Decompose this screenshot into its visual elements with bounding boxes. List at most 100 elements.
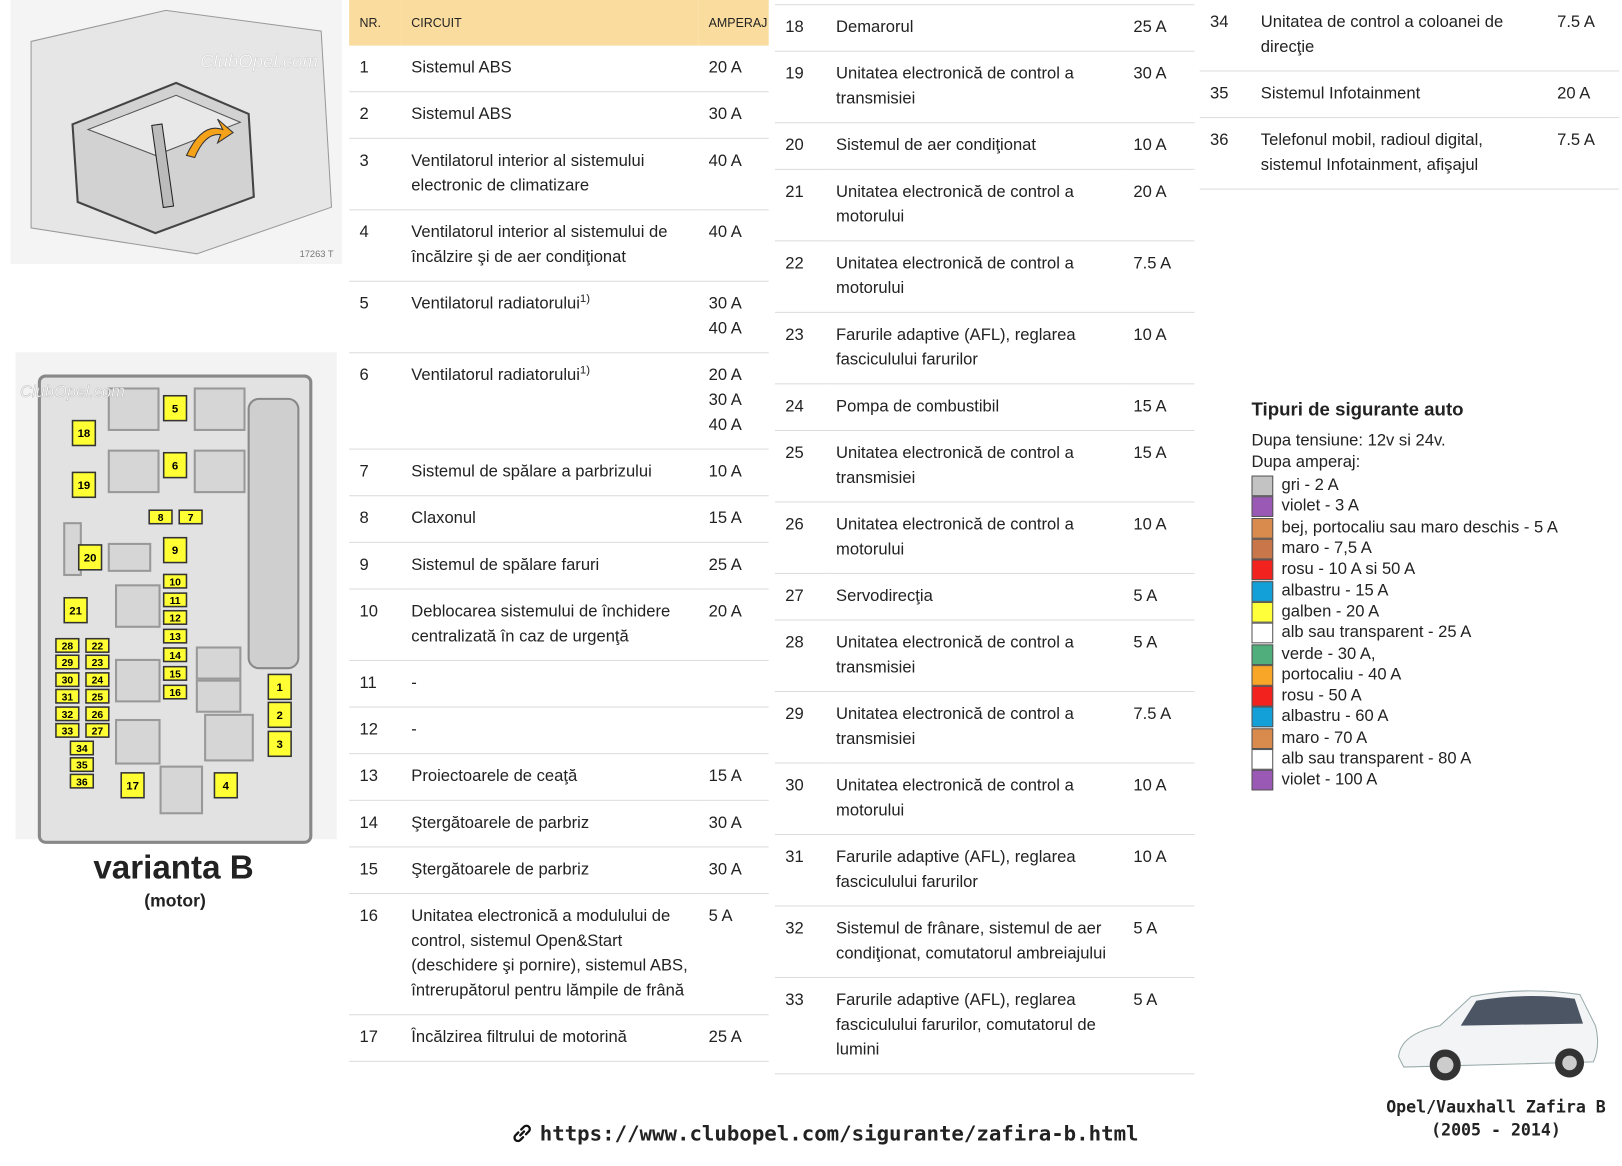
legend-item: violet - 3 A: [1251, 496, 1557, 518]
circuit-cell: Unitatea electronică de control a motoru…: [825, 501, 1124, 574]
fuse: [162, 573, 188, 589]
fuse-label: 23: [92, 658, 104, 669]
circuit-cell: Ventilatorul radiatorului1): [400, 352, 699, 450]
amperage-cell: 30 A: [698, 800, 769, 848]
amperage: 30 A: [1133, 65, 1167, 83]
fuse-label: 35: [76, 761, 88, 772]
amperage-cell: 20 A: [698, 45, 769, 93]
fuse-number: 17: [349, 1014, 401, 1062]
amperage-cell: 5 A: [1123, 573, 1195, 621]
fuse-number: 15: [349, 846, 401, 895]
amperage: 30 A: [708, 814, 742, 832]
footnote-ref: 1): [579, 292, 591, 306]
circuit: Unitatea electronică de control a motoru…: [836, 183, 1074, 226]
amperage-cell: 5 A: [1123, 620, 1195, 693]
car-image: [1398, 990, 1599, 1081]
fuse-label: 14: [169, 651, 181, 662]
fuse-number: 31: [774, 834, 826, 907]
legend-swatch: [1251, 770, 1274, 791]
fuse: [85, 654, 110, 670]
connector: [247, 397, 300, 670]
legend-swatch: [1251, 496, 1274, 518]
fuse-row: 25 Unitatea electronică de control a tran…: [774, 430, 1195, 503]
circuit-cell: -: [400, 707, 699, 755]
fuse: [55, 706, 80, 722]
legend-swatch: [1251, 559, 1274, 581]
amperage-cell: 7.5 A: [1546, 0, 1620, 72]
legend-swatch: [1251, 475, 1274, 497]
amperage-cell: 5 A: [1123, 977, 1195, 1075]
amperage: 15 A: [708, 767, 742, 786]
legend-swatch: [1251, 643, 1274, 665]
fuse-label: 10: [169, 577, 181, 588]
circuit-cell: Unitatea electronică de control a transm…: [825, 691, 1124, 764]
fuse-number: 1: [349, 45, 401, 93]
circuit-cell: Ştergătoarele de parbriz: [400, 846, 699, 895]
fuse-label: 26: [92, 710, 104, 721]
fuse: [55, 688, 80, 704]
fuse: [55, 722, 80, 738]
circuit: Claxonul: [411, 509, 476, 528]
fuse-row: 6 Ventilatorul radiatorului1) 20 A 30 A 40 A: [349, 352, 769, 450]
fuse: [120, 772, 145, 799]
amperage: 20 A: [708, 59, 742, 77]
amperage: 30 A: [708, 295, 742, 313]
circuit: Sistemul de aer condiţionat: [836, 136, 1036, 155]
legend-swatch: [1251, 706, 1274, 728]
amperage: 20 A: [1133, 183, 1167, 201]
fuse-number: 10: [349, 588, 401, 661]
amperage: 30 A: [708, 391, 742, 410]
fuse: [55, 654, 80, 670]
screwdriver: [151, 123, 175, 209]
fuse-number: 3: [349, 138, 401, 211]
fuse-label: 36: [76, 777, 88, 788]
amperage-cell: 7.5 A: [1123, 240, 1195, 313]
header-cell: AMPERAJ: [698, 0, 769, 46]
fuse-label: 2: [277, 710, 283, 722]
legend-label: albastru - 15 A: [1281, 581, 1389, 600]
fuse-label: 15: [169, 670, 181, 681]
amperage: 10 A: [1133, 136, 1167, 155]
amperage: 5 A: [1133, 919, 1158, 938]
amperage-cell: 7.5 A: [1546, 117, 1620, 190]
rim: [1562, 1055, 1577, 1071]
fuse-row: 16 Unitatea electronică a modulului de co…: [349, 893, 769, 1016]
circuit: Telefonul mobil, radioul digital, sistem…: [1260, 131, 1483, 175]
circuit-cell: Sistemul de spălare faruri: [400, 542, 699, 590]
fuse-row: 13 Proiectoarele de ceaţă 15 A: [349, 753, 769, 801]
relays: [63, 387, 254, 815]
fuse-row: 3 Ventilatorul interior al sistemului ele…: [349, 138, 769, 211]
circuit: Demarorul: [836, 18, 914, 37]
amperage: 5 A: [1133, 991, 1158, 1010]
fuse-row: 24 Pompa de combustibil 15 A: [774, 383, 1195, 431]
header-cell: NR.: [349, 0, 401, 46]
circuit: Unitatea electronică a modulului de cont…: [411, 907, 688, 1000]
url[interactable]: https://www.clubopel.com/sigurante/zafir…: [539, 1120, 1139, 1146]
fuse-row: 9 Sistemul de spălare faruri 25 A: [349, 542, 769, 590]
fuse-label: 24: [92, 676, 104, 687]
fuse-row: 20 Sistemul de aer condiţionat 10 A: [774, 122, 1195, 170]
circuit: -: [411, 674, 417, 693]
source-link[interactable]: https://www.clubopel.com/sigurante/zafir…: [511, 1119, 1139, 1148]
circuit-cell: Sistemul ABS: [400, 45, 699, 93]
fuse-row: 35 Sistemul Infotainment 20 A: [1199, 70, 1620, 119]
fuse-label: 18: [78, 428, 91, 440]
fuse-label: 34: [76, 744, 88, 755]
circuit-cell: Unitatea de control a coloanei de direcţ…: [1250, 0, 1547, 72]
amperage: 7.5 A: [1133, 254, 1172, 273]
fuse-row: 26 Unitatea electronică de control a moto…: [774, 501, 1195, 574]
circuit-cell: Unitatea electronică de control a motoru…: [825, 763, 1124, 836]
fuse: [85, 722, 110, 738]
fuse-row: 32 Sistemul de frânare, sistemul de aer c…: [774, 905, 1195, 978]
amperage-cell: [698, 707, 769, 755]
variant-subtitle: (motor): [144, 890, 206, 911]
amperage: 7.5 A: [1557, 13, 1595, 32]
circuit: Servodirecţia: [836, 587, 933, 606]
legend-item: verde - 30 A,: [1251, 643, 1557, 665]
amperage-cell: 30 A: [698, 846, 769, 895]
circuit: Sistemul Infotainment: [1260, 84, 1421, 103]
circuit-cell: Ventilatorul interior al sistemului de î…: [400, 209, 699, 282]
fuse: [71, 419, 97, 447]
fuse-label: 27: [92, 727, 104, 738]
